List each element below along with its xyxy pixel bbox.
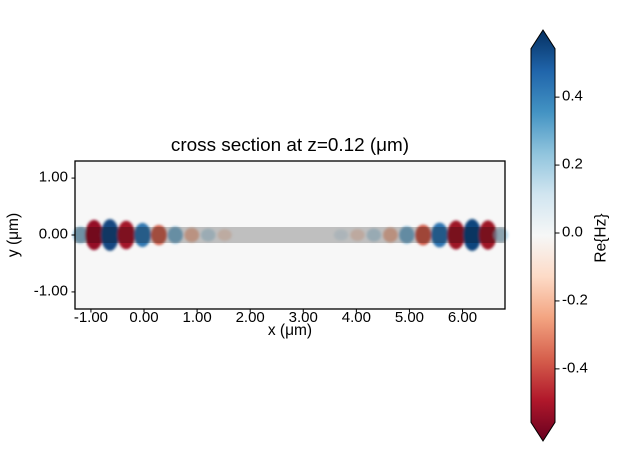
svg-text:-1.00: -1.00 — [34, 282, 68, 299]
svg-text:0.2: 0.2 — [562, 156, 583, 173]
svg-text:0.4: 0.4 — [562, 88, 583, 105]
svg-text:0.00: 0.00 — [39, 226, 68, 243]
svg-text:-0.2: -0.2 — [562, 291, 588, 308]
svg-text:6.00: 6.00 — [448, 309, 477, 326]
svg-text:4.00: 4.00 — [342, 309, 371, 326]
svg-text:1.00: 1.00 — [39, 169, 68, 186]
svg-text:cross section at z=0.12 (μm): cross section at z=0.12 (μm) — [171, 135, 409, 156]
svg-text:Re{Hz}: Re{Hz} — [593, 213, 610, 262]
svg-text:1.00: 1.00 — [182, 309, 211, 326]
svg-text:-1.00: -1.00 — [74, 309, 108, 326]
svg-text:-0.4: -0.4 — [562, 359, 588, 376]
svg-text:0.00: 0.00 — [129, 309, 158, 326]
svg-text:2.00: 2.00 — [236, 309, 265, 326]
svg-text:5.00: 5.00 — [395, 309, 424, 326]
svg-text:3.00: 3.00 — [289, 309, 318, 326]
svg-text:y (μm): y (μm) — [5, 213, 22, 257]
svg-text:0.0: 0.0 — [562, 224, 583, 241]
